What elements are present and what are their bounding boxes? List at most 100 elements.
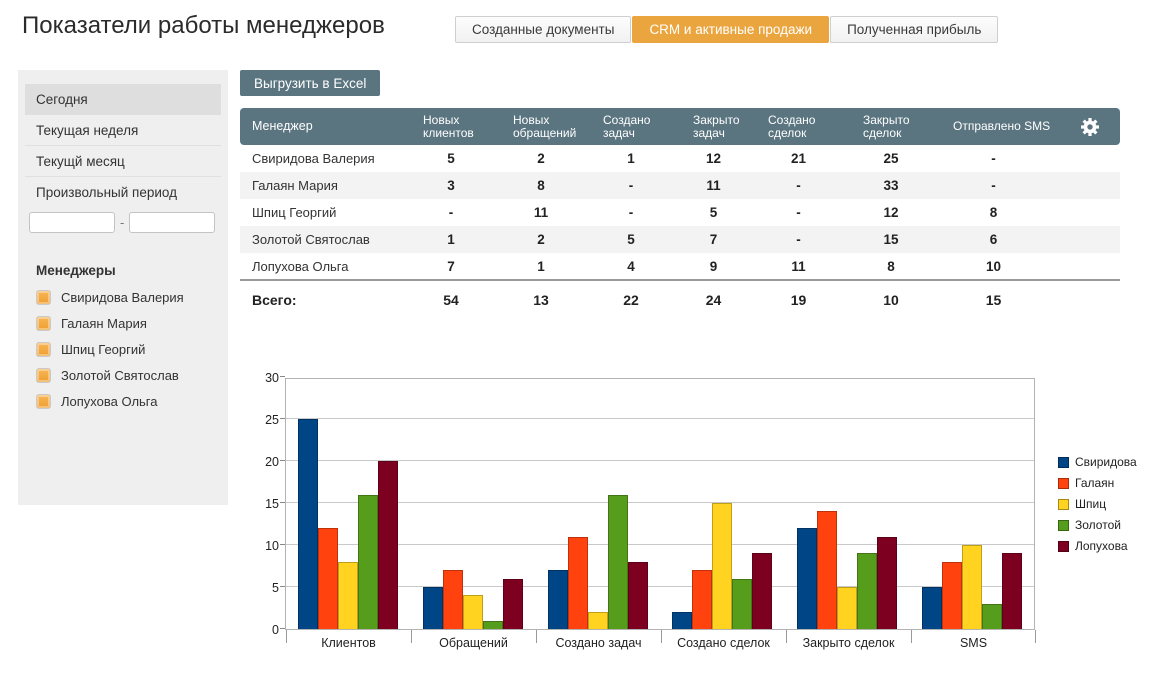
value-cell: 21 <box>790 151 807 166</box>
sidebar-period-item[interactable]: Текущй месяц <box>25 146 221 177</box>
bar-SMS-Свиридова <box>921 587 942 629</box>
gridline <box>286 460 1034 461</box>
y-axis-tick <box>280 418 285 419</box>
y-axis-tick <box>280 628 285 629</box>
tab[interactable]: Полученная прибыль <box>830 16 999 43</box>
manager-checkbox-row[interactable]: Лопухова Ольга <box>25 388 221 414</box>
checkbox-icon[interactable] <box>36 393 51 409</box>
manager-checkbox-row[interactable]: Свиридова Валерия <box>25 284 221 310</box>
legend-item: Золотой <box>1058 518 1137 532</box>
page-title: Показатели работы менеджеров <box>22 12 385 39</box>
y-axis-tick <box>280 376 285 377</box>
checkbox-icon[interactable] <box>36 367 51 383</box>
value-cell: 25 <box>883 151 899 166</box>
table-total-row: Всего: 54 13 22 24 19 10 15 <box>240 279 1120 318</box>
column-header: Новых клиентов <box>415 108 505 145</box>
value-cell: 12 <box>705 151 722 166</box>
y-axis-tick-label: 5 <box>272 581 279 595</box>
bar-group <box>411 379 536 629</box>
value-cell: 1 <box>415 226 505 253</box>
legend-series-label: Золотой <box>1075 518 1121 532</box>
x-axis-tick <box>536 630 537 643</box>
bar-Клиентов-Лопухова <box>378 461 399 629</box>
value-cell: - <box>760 226 855 253</box>
legend-series-label: Галаян <box>1075 476 1115 490</box>
settings-cell <box>1060 145 1120 172</box>
value-cell: - <box>595 172 685 199</box>
grouped-bar-chart: 0 5 10 15 20 25 30 Клиентов Обращений Создано зад… <box>265 371 1036 650</box>
y-axis-tick <box>280 502 285 503</box>
bar-Обращений-Лопухова <box>503 578 523 629</box>
tab[interactable]: CRM и активные продажи <box>632 16 830 43</box>
legend-item: Галаян <box>1058 476 1137 490</box>
value-cell: 8 <box>989 205 998 220</box>
value-cell: 15 <box>855 226 945 253</box>
value-cell: 1 <box>537 258 545 274</box>
bar-Клиентов-Золотой <box>358 494 379 629</box>
filter-sidebar: Сегодня Текущая неделя Текущй месяц Произво… <box>18 70 228 505</box>
bar-group <box>909 379 1034 629</box>
value-cell: 5 <box>447 151 455 166</box>
legend-item: Шпиц <box>1058 497 1137 511</box>
x-axis-tick <box>1035 630 1036 643</box>
value-cell: 4 <box>627 258 635 274</box>
legend-swatch <box>1058 498 1069 510</box>
value-cell: - <box>760 172 855 199</box>
checkbox-icon[interactable] <box>36 289 51 305</box>
value-cell: 7 <box>447 258 455 274</box>
x-axis-category-label: SMS <box>959 636 988 650</box>
date-from-input[interactable] <box>29 212 115 233</box>
manager-name-label: Лопухова Ольга <box>61 393 158 409</box>
manager-checkbox-row[interactable]: Галаян Мария <box>25 310 221 336</box>
value-cell: 11 <box>791 258 806 274</box>
sidebar-period-item[interactable]: Сегодня <box>25 84 221 115</box>
gear-icon[interactable] <box>1080 117 1100 137</box>
value-cell: 11 <box>533 205 549 220</box>
total-value-cell: 15 <box>945 279 1060 318</box>
y-axis-tick-label: 10 <box>265 539 279 553</box>
checkbox-icon[interactable] <box>36 341 51 357</box>
manager-checkbox-row[interactable]: Шпиц Георгий <box>25 336 221 362</box>
bar-Обращений-Галаян <box>443 570 463 629</box>
legend-swatch <box>1058 519 1069 531</box>
manager-checkbox-row[interactable]: Золотой Святослав <box>25 362 221 388</box>
column-header: Менеджер <box>240 108 415 145</box>
settings-cell <box>1060 226 1120 253</box>
total-value-cell: 13 <box>505 279 595 318</box>
manager-name-label: Золотой Святослав <box>61 367 179 383</box>
total-value-cell: 24 <box>685 279 760 318</box>
manager-filter-list: Свиридова Валерия Галаян Мария Шпиц Георги… <box>25 284 221 414</box>
value-cell: 9 <box>709 258 718 274</box>
bar-Закрыто сделок-Галаян <box>817 511 838 629</box>
value-cell: 1 <box>627 151 635 166</box>
tab[interactable]: Созданные документы <box>455 16 632 43</box>
gridline <box>286 502 1034 503</box>
sidebar-period-item[interactable]: Произвольный период <box>36 185 177 200</box>
bar-Обращений-Свиридова <box>423 587 443 629</box>
y-axis-tick-label: 15 <box>265 497 279 511</box>
table-header-row: Менеджер Новых клиентов Новых обращений Соз… <box>240 108 1120 145</box>
sidebar-period-item[interactable]: Текущая неделя <box>25 115 221 146</box>
legend-swatch <box>1058 477 1069 489</box>
x-axis-tick <box>661 630 662 643</box>
manager-name-label: Свиридова Валерия <box>61 289 184 305</box>
value-cell: 12 <box>883 205 899 220</box>
bar-Обращений-Золотой <box>483 620 503 629</box>
total-value-cell: 54 <box>415 279 505 318</box>
bar-group <box>286 379 411 629</box>
value-cell: 2 <box>505 226 595 253</box>
bar-Создано сделок-Золотой <box>732 578 753 629</box>
date-to-input[interactable] <box>129 212 216 233</box>
value-cell: 2 <box>537 151 545 166</box>
total-value-cell: 10 <box>855 279 945 318</box>
manager-cell: Лопухова Ольга <box>252 258 349 274</box>
y-axis-tick <box>280 544 285 545</box>
gridline <box>286 586 1034 587</box>
export-excel-button[interactable]: Выгрузить в Excel <box>240 70 381 96</box>
custom-period-range: - <box>25 208 221 233</box>
table-row: Лопухова Ольга 7 1 4 9 11 8 10 <box>240 253 1120 280</box>
manager-name-label: Галаян Мария <box>61 315 147 331</box>
checkbox-icon[interactable] <box>36 315 51 331</box>
bar-Создано задач-Золотой <box>607 494 628 629</box>
